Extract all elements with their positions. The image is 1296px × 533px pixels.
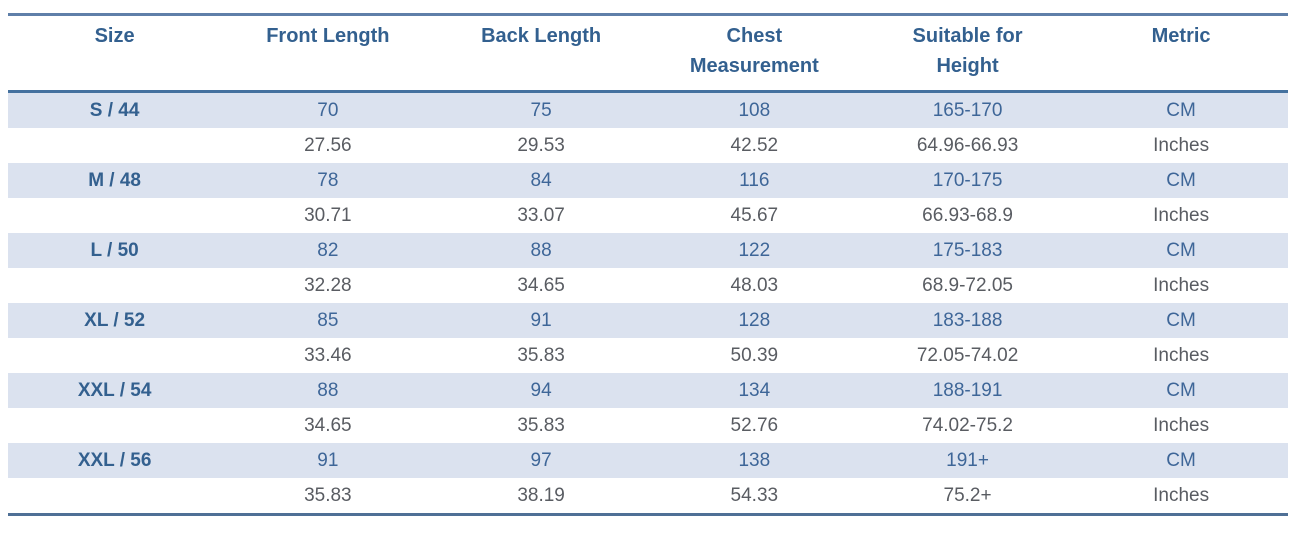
front-length-cell: 82 [221,233,435,268]
back-length-cell: 91 [434,303,648,338]
size-chart-section: Size Front Length Back Length Chest Measure… [8,13,1288,516]
size-cell [8,408,222,443]
front-length-cell: 91 [221,443,435,478]
back-length-cell: 84 [434,163,648,198]
back-length-cell: 29.53 [434,128,648,163]
header-row: Size Front Length Back Length Chest Measure… [8,14,1288,93]
metric-cell: Inches [1074,338,1288,373]
front-length-cell: 30.71 [221,198,435,233]
suitable-height-cell: 68.9-72.05 [860,268,1075,303]
chest-measurement-cell: 108 [647,91,861,128]
suitable-height-cell: 175-183 [860,233,1075,268]
chest-measurement-cell: 50.39 [647,338,861,373]
chest-measurement-cell: 42.52 [647,128,861,163]
size-cell: XL / 52 [8,303,222,338]
table-row: 30.71 33.07 45.67 66.93-68.9 Inches [8,198,1288,233]
suitable-height-cell: 183-188 [860,303,1075,338]
table-row: XXL / 56 91 97 138 191+ CM [8,443,1288,478]
size-cell: S / 44 [8,91,222,128]
back-length-cell: 33.07 [434,198,648,233]
front-length-cell: 78 [221,163,435,198]
column-header-size: Size [8,14,222,93]
size-cell [8,478,222,515]
size-cell: XXL / 54 [8,373,222,408]
size-cell [8,338,222,373]
table-row: 34.65 35.83 52.76 74.02-75.2 Inches [8,408,1288,443]
front-length-cell: 88 [221,373,435,408]
front-length-cell: 34.65 [221,408,435,443]
table-row: XXL / 54 88 94 134 188-191 CM [8,373,1288,408]
size-cell [8,198,222,233]
size-chart-table: Size Front Length Back Length Chest Measure… [8,13,1288,516]
chest-measurement-cell: 128 [647,303,861,338]
column-header-suitable-height: Suitable for Height [860,14,1075,93]
metric-cell: CM [1074,233,1288,268]
metric-cell: Inches [1074,478,1288,515]
chest-measurement-cell: 134 [647,373,861,408]
suitable-height-cell: 64.96-66.93 [860,128,1075,163]
metric-cell: CM [1074,163,1288,198]
size-cell: L / 50 [8,233,222,268]
back-length-cell: 35.83 [434,338,648,373]
suitable-height-cell: 66.93-68.9 [860,198,1075,233]
suitable-height-cell: 165-170 [860,91,1075,128]
front-length-cell: 70 [221,91,435,128]
table-row: 27.56 29.53 42.52 64.96-66.93 Inches [8,128,1288,163]
suitable-height-cell: 170-175 [860,163,1075,198]
back-length-cell: 88 [434,233,648,268]
size-cell: XXL / 56 [8,443,222,478]
suitable-height-cell: 74.02-75.2 [860,408,1075,443]
suitable-height-cell: 75.2+ [860,478,1075,515]
back-length-cell: 97 [434,443,648,478]
chest-measurement-cell: 138 [647,443,861,478]
back-length-cell: 34.65 [434,268,648,303]
metric-cell: CM [1074,443,1288,478]
chest-measurement-cell: 45.67 [647,198,861,233]
table-row: 35.83 38.19 54.33 75.2+ Inches [8,478,1288,515]
suitable-height-cell: 191+ [860,443,1075,478]
metric-cell: Inches [1074,268,1288,303]
back-length-cell: 75 [434,91,648,128]
chest-measurement-cell: 52.76 [647,408,861,443]
table-row: L / 50 82 88 122 175-183 CM [8,233,1288,268]
metric-cell: CM [1074,373,1288,408]
table-row: 33.46 35.83 50.39 72.05-74.02 Inches [8,338,1288,373]
metric-cell: CM [1074,303,1288,338]
front-length-cell: 33.46 [221,338,435,373]
table-row: M / 48 78 84 116 170-175 CM [8,163,1288,198]
front-length-cell: 32.28 [221,268,435,303]
back-length-cell: 94 [434,373,648,408]
size-cell [8,268,222,303]
table-row: XL / 52 85 91 128 183-188 CM [8,303,1288,338]
metric-cell: CM [1074,91,1288,128]
size-cell [8,128,222,163]
chest-measurement-cell: 54.33 [647,478,861,515]
chest-measurement-cell: 48.03 [647,268,861,303]
metric-cell: Inches [1074,408,1288,443]
back-length-cell: 35.83 [434,408,648,443]
suitable-height-cell: 72.05-74.02 [860,338,1075,373]
column-header-back-length: Back Length [434,14,648,93]
front-length-cell: 35.83 [221,478,435,515]
suitable-height-cell: 188-191 [860,373,1075,408]
column-header-chest-measurement: Chest Measurement [647,14,861,93]
chest-measurement-cell: 122 [647,233,861,268]
size-cell: M / 48 [8,163,222,198]
metric-cell: Inches [1074,128,1288,163]
front-length-cell: 27.56 [221,128,435,163]
metric-cell: Inches [1074,198,1288,233]
front-length-cell: 85 [221,303,435,338]
column-header-metric: Metric [1074,14,1288,93]
chest-measurement-cell: 116 [647,163,861,198]
table-row: 32.28 34.65 48.03 68.9-72.05 Inches [8,268,1288,303]
column-header-front-length: Front Length [221,14,435,93]
back-length-cell: 38.19 [434,478,648,515]
table-row: S / 44 70 75 108 165-170 CM [8,91,1288,128]
table-body: S / 44 70 75 108 165-170 CM 27.56 29.53 42.52 64.… [8,91,1288,515]
